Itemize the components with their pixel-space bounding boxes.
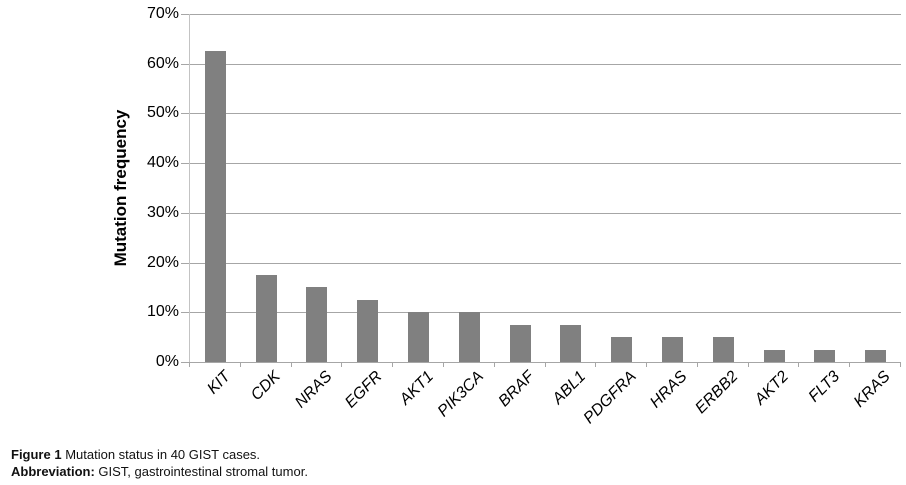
bar-abl1 bbox=[560, 325, 581, 362]
y-tick-mark-70 bbox=[181, 14, 189, 15]
x-tick-mark-8 bbox=[595, 362, 596, 367]
x-tick-mark-12 bbox=[798, 362, 799, 367]
x-tick-label-flt3: FLT3 bbox=[805, 368, 843, 406]
x-tick-mark-1 bbox=[240, 362, 241, 367]
x-tick-mark-14 bbox=[900, 362, 901, 367]
x-tick-mark-4 bbox=[392, 362, 393, 367]
gridline-20 bbox=[190, 263, 901, 264]
bar-akt1 bbox=[408, 312, 429, 362]
abbreviation-text: GIST, gastrointestinal stromal tumor. bbox=[94, 464, 308, 479]
figure-caption: Figure 1 Mutation status in 40 GIST case… bbox=[11, 446, 308, 480]
y-tick-label-0: 0% bbox=[155, 353, 179, 370]
x-tick-mark-7 bbox=[545, 362, 546, 367]
x-tick-mark-2 bbox=[291, 362, 292, 367]
x-tick-mark-0 bbox=[189, 362, 190, 367]
x-tick-mark-6 bbox=[494, 362, 495, 367]
y-tick-label-20: 20% bbox=[146, 254, 179, 271]
caption-line-2: Abbreviation: GIST, gastrointestinal str… bbox=[11, 463, 308, 480]
x-tick-mark-10 bbox=[697, 362, 698, 367]
bar-cdk bbox=[256, 275, 277, 362]
x-tick-label-abl1: ABL1 bbox=[549, 368, 589, 408]
y-tick-mark-0 bbox=[181, 362, 189, 363]
y-tick-label-60: 60% bbox=[146, 55, 179, 72]
x-tick-label-braf: BRAF bbox=[495, 368, 539, 411]
y-tick-label-50: 50% bbox=[146, 104, 179, 121]
bar-nras bbox=[306, 287, 327, 362]
x-tick-label-erbb2: ERBB2 bbox=[692, 368, 742, 418]
gridline-50 bbox=[190, 113, 901, 114]
bar-pik3ca bbox=[459, 312, 480, 362]
bar-flt3 bbox=[814, 350, 835, 362]
bar-kit bbox=[205, 51, 226, 362]
y-tick-mark-40 bbox=[181, 163, 189, 164]
x-tick-mark-9 bbox=[646, 362, 647, 367]
x-tick-mark-5 bbox=[443, 362, 444, 367]
gridline-70 bbox=[190, 14, 901, 15]
figure-title-text: Mutation status in 40 GIST cases. bbox=[61, 447, 261, 462]
x-tick-mark-3 bbox=[341, 362, 342, 367]
gridline-40 bbox=[190, 163, 901, 164]
x-tick-label-cdk: CDK bbox=[248, 368, 285, 404]
x-tick-label-egfr: EGFR bbox=[342, 368, 386, 412]
bar-pdgfra bbox=[611, 337, 632, 362]
x-tick-label-kit: KIT bbox=[203, 368, 234, 398]
y-tick-label-70: 70% bbox=[146, 5, 179, 22]
y-tick-mark-60 bbox=[181, 64, 189, 65]
gridline-10 bbox=[190, 312, 901, 313]
x-tick-mark-13 bbox=[849, 362, 850, 367]
y-tick-label-30: 30% bbox=[146, 204, 179, 221]
y-axis-title: Mutation frequency bbox=[111, 109, 130, 267]
bar-erbb2 bbox=[713, 337, 734, 362]
y-tick-mark-10 bbox=[181, 312, 189, 313]
x-tick-label-hras: HRAS bbox=[647, 368, 691, 412]
bar-egfr bbox=[357, 300, 378, 362]
plot-area bbox=[189, 14, 901, 362]
gridline-30 bbox=[190, 213, 901, 214]
y-tick-label-10: 10% bbox=[146, 303, 179, 320]
bar-kras bbox=[865, 350, 886, 362]
bar-hras bbox=[662, 337, 683, 362]
x-tick-label-nras: NRAS bbox=[291, 368, 335, 412]
y-tick-mark-30 bbox=[181, 213, 189, 214]
x-tick-mark-11 bbox=[748, 362, 749, 367]
gridline-60 bbox=[190, 64, 901, 65]
y-tick-mark-50 bbox=[181, 113, 189, 114]
x-tick-label-akt1: AKT1 bbox=[396, 368, 437, 409]
x-tick-label-pdgfra: PDGFRA bbox=[580, 368, 640, 428]
figure-label: Figure 1 bbox=[11, 447, 62, 462]
x-tick-label-kras: KRAS bbox=[850, 368, 894, 411]
x-tick-label-pik3ca: PIK3CA bbox=[435, 368, 488, 421]
caption-line-1: Figure 1 Mutation status in 40 GIST case… bbox=[11, 446, 308, 463]
y-tick-mark-20 bbox=[181, 263, 189, 264]
abbreviation-label: Abbreviation: bbox=[11, 464, 95, 479]
x-tick-label-akt2: AKT2 bbox=[751, 368, 793, 409]
bar-braf bbox=[510, 325, 531, 362]
bar-akt2 bbox=[764, 350, 785, 362]
y-tick-label-40: 40% bbox=[146, 154, 179, 171]
